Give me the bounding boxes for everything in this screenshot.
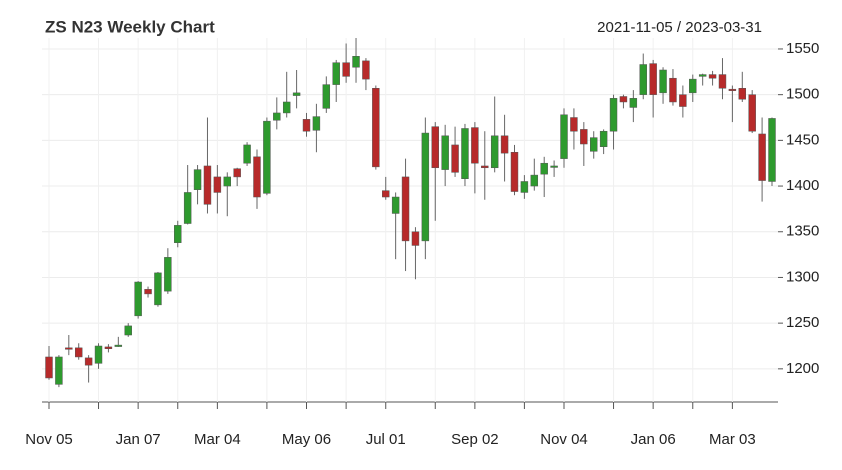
candle-body: [461, 128, 469, 179]
candle-body: [689, 78, 697, 94]
x-tick-label: Mar 03: [709, 431, 756, 448]
y-tick-label: 1350: [786, 223, 819, 240]
candle-body: [124, 325, 132, 336]
y-tick-label: 1300: [786, 268, 819, 285]
candle-body: [183, 192, 192, 224]
candle-body: [421, 132, 430, 242]
candle-body: [312, 116, 321, 131]
candle-body: [382, 190, 390, 198]
chart-title: ZS N23 Weekly Chart: [45, 17, 215, 36]
candle-body: [679, 94, 687, 107]
candle-body: [302, 119, 311, 132]
candle-body: [342, 62, 350, 77]
candle-body: [65, 347, 73, 350]
candle-body: [263, 120, 271, 194]
candle-body: [223, 176, 231, 187]
candle-body: [659, 69, 667, 94]
candle-body: [74, 347, 83, 358]
candle-body: [570, 117, 578, 132]
y-tick-label: 1450: [786, 131, 819, 148]
candle-body: [362, 60, 370, 80]
candle-body: [619, 96, 628, 103]
candle-body: [411, 231, 420, 246]
candle-body: [629, 98, 638, 108]
y-tick-label: 1250: [786, 314, 819, 331]
candle-body: [728, 88, 737, 91]
candle-body: [273, 112, 281, 121]
candle-body: [540, 162, 548, 175]
candle-body: [322, 84, 331, 109]
candle-body: [253, 156, 261, 198]
candle-body: [550, 165, 558, 168]
candle-body: [174, 225, 182, 243]
candle-body: [154, 272, 162, 306]
candle-body: [292, 92, 301, 96]
candle-body: [144, 289, 152, 295]
y-tick-label: 1400: [786, 177, 819, 194]
candle-body: [401, 176, 410, 242]
candle-body: [718, 74, 727, 89]
candle-body: [520, 181, 529, 193]
x-tick-label: Mar 04: [194, 431, 241, 448]
candle-body: [45, 356, 53, 379]
candle-body: [580, 129, 588, 145]
candle-body: [243, 144, 251, 164]
candle-body: [500, 135, 509, 154]
candle-body: [332, 62, 340, 85]
candle-body: [560, 114, 568, 159]
candle-body: [490, 135, 499, 169]
candle-body: [708, 74, 717, 79]
x-tick-label: Nov 05: [25, 431, 73, 448]
candle-body: [451, 144, 459, 173]
candle-body: [639, 64, 647, 95]
candle-body: [649, 63, 657, 95]
x-tick-label: Jul 01: [366, 431, 406, 448]
candle-body: [599, 130, 608, 148]
candle-body: [441, 135, 449, 170]
candle-body: [431, 126, 439, 169]
candle-body: [698, 74, 707, 77]
y-tick-label: 1500: [786, 86, 819, 103]
candle-body: [84, 357, 93, 366]
candle-body: [282, 101, 291, 114]
candle-body: [352, 56, 360, 68]
candle-body: [193, 169, 202, 190]
candle-body: [55, 356, 63, 385]
candle-body: [114, 344, 123, 347]
candle-body: [768, 118, 776, 182]
candle-body: [481, 165, 489, 169]
x-tick-label: Jan 07: [116, 431, 161, 448]
candle-body: [203, 165, 212, 205]
chart-subtitle: 2021-11-05 / 2023-03-31: [597, 19, 762, 36]
candle-body: [609, 98, 618, 132]
x-tick-label: Jan 06: [631, 431, 676, 448]
candle-body: [738, 88, 747, 100]
x-tick-label: Nov 04: [540, 431, 588, 448]
candle-body: [669, 77, 677, 103]
y-tick-label: 1200: [786, 360, 819, 377]
candle-body: [134, 281, 142, 317]
candle-body: [94, 345, 103, 364]
candle-body: [590, 137, 598, 152]
candle-body: [213, 176, 222, 193]
x-tick-label: May 06: [282, 431, 331, 448]
y-tick-label: 1550: [786, 40, 819, 57]
candle-body: [164, 257, 172, 292]
candle-body: [530, 174, 539, 187]
x-tick-label: Sep 02: [451, 431, 499, 448]
candle-body: [748, 94, 756, 132]
candle-body: [233, 168, 241, 178]
candle-body: [758, 133, 766, 181]
candle-body: [391, 196, 400, 214]
candle-body: [471, 127, 479, 164]
candle-body: [510, 151, 519, 192]
candle-body: [104, 346, 113, 349]
candle-body: [372, 88, 380, 168]
